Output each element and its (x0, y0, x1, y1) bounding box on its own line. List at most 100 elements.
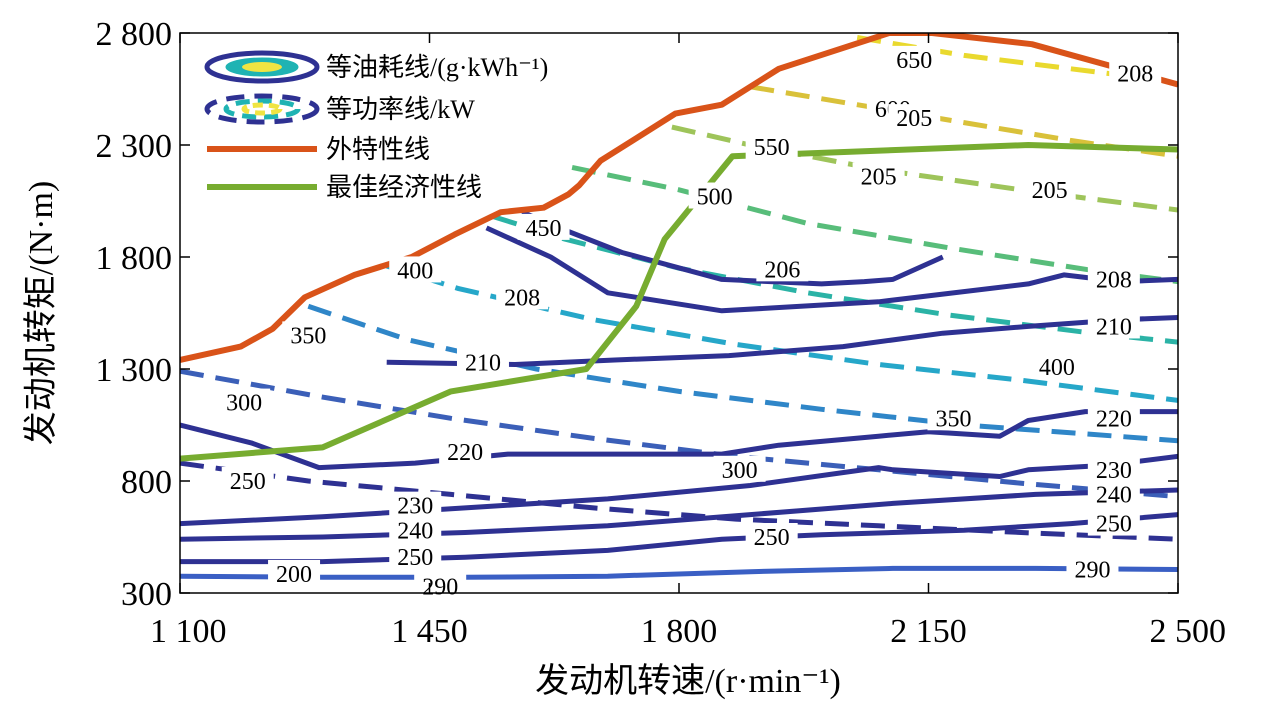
legend-label-economy: 最佳经济性线 (326, 173, 482, 202)
contour-label-bg (927, 404, 980, 431)
contour-label-bg (1087, 480, 1140, 507)
fuel-contour-label-230: 230 (397, 494, 433, 520)
contour-label-bg (756, 255, 809, 282)
power-contour-label-250: 250 (754, 525, 790, 551)
y-tick-label: 2 300 (96, 128, 173, 165)
contour-label-bg (713, 455, 766, 482)
fuel-contour-label-240: 240 (1096, 482, 1132, 508)
contour-label-bg (688, 182, 741, 209)
fuel-contour-label-210: 210 (1096, 314, 1132, 340)
power-contour-400 (385, 263, 1178, 403)
power-contour-label-650: 650 (896, 48, 932, 74)
contour-label-bg (389, 516, 442, 543)
contour-label-bg (745, 133, 798, 160)
y-axis-label: 发动机转矩/(N·m) (22, 181, 60, 445)
fuel-contour-label-240: 240 (397, 518, 433, 544)
power-contour-label-400: 400 (1039, 355, 1075, 381)
fuel-contour-label-250: 250 (1096, 512, 1132, 538)
axis-ticks: 1 100 1 450 1 800 2 150 2 500 300 800 1 300 1 80… (96, 16, 1227, 650)
fuel-contour-label-230: 230 (1096, 458, 1132, 484)
y-tick-label: 1 800 (96, 240, 173, 277)
contour-label-bg (389, 543, 442, 570)
contour-label-bg (414, 572, 467, 599)
fuel-contour-label-290: 290 (1074, 557, 1110, 583)
contour-label-bg (888, 104, 941, 131)
fuel-contour-240 (180, 487, 1178, 542)
contour-label-bg (1087, 265, 1140, 292)
contour-label-bg (221, 467, 274, 493)
y-tick-label: 1 300 (96, 352, 173, 389)
fuel-contour-250 (180, 512, 1178, 565)
contour-label-bg (218, 388, 271, 415)
y-tick-label: 2 800 (96, 16, 173, 53)
fuel-contour-label-210: 210 (465, 350, 501, 376)
power-contour-label-550: 550 (754, 135, 790, 161)
fuel-contour-label-208: 208 (1096, 267, 1132, 293)
contour-label-bg (389, 256, 442, 283)
x-tick-label: 1 450 (391, 613, 468, 650)
legend-item-power-contour: 等功率线/kW (204, 93, 475, 125)
x-axis-label: 发动机转速/(r·min⁻¹) (535, 662, 841, 700)
power-contour-label-500: 500 (697, 185, 733, 211)
x-tick-label: 2 500 (1150, 613, 1227, 650)
contour-label-bg (268, 559, 321, 586)
contour-label-bg (1109, 59, 1162, 86)
contour-label-bg (888, 45, 941, 72)
contour-label-bg (1087, 404, 1140, 431)
legend-item-external-characteristic: 外特性线 (207, 135, 430, 164)
power-contour-label-250: 250 (230, 469, 266, 495)
contour-label-bg (389, 491, 442, 518)
fuel-contour-label-220: 220 (1096, 406, 1132, 432)
fuel-contours (180, 209, 1178, 580)
power-contour-300 (180, 368, 1178, 500)
contour-label-bg (496, 283, 549, 310)
contour-label-bg (1087, 455, 1140, 482)
fuel-contour-230 (180, 453, 1178, 527)
fuel-contour-206 (521, 209, 944, 287)
fuel-contour-label-205: 205 (861, 164, 897, 190)
power-contour-label-300: 300 (226, 391, 262, 417)
contour-label-bg (1030, 352, 1083, 379)
x-tick-label: 1 100 (150, 613, 227, 650)
contour-label-bg (1023, 175, 1076, 202)
fuel-contour-label-205: 205 (1032, 178, 1068, 204)
best-economy-line (180, 142, 1178, 462)
legend-item-fuel-contour: 等油耗线/(g·kWh⁻¹) (204, 50, 548, 84)
y-tick-label: 800 (121, 464, 172, 501)
legend-label-fuel: 等油耗线/(g·kWh⁻¹) (326, 53, 548, 82)
fuel-contour-label-208: 208 (504, 285, 540, 311)
x-tick-label: 2 150 (890, 613, 967, 650)
contour-label-bg (1087, 312, 1140, 339)
power-contour-label-450: 450 (526, 216, 562, 242)
power-contour-label-300: 300 (722, 458, 758, 484)
power-contour-label-350: 350 (290, 323, 326, 349)
y-tick-label: 300 (121, 576, 172, 613)
fuel-contour-220 (180, 409, 1178, 471)
fuel-contour-label-205: 205 (896, 106, 932, 132)
fuel-contour-label-250: 250 (397, 545, 433, 571)
contour-label-bg (745, 523, 798, 549)
contour-label-bg (282, 321, 335, 348)
fuel-contour-290 (180, 565, 1178, 580)
fuel-contour-label-208: 208 (1117, 61, 1153, 87)
contour-label-bg (456, 348, 509, 375)
contour-label-bg (439, 437, 492, 464)
fuel-contour-label-200: 200 (276, 562, 312, 588)
power-contour-250 (180, 460, 1178, 542)
legend-label-external: 外特性线 (326, 135, 430, 164)
external-characteristic-line (180, 33, 1178, 363)
contour-labels: 6505506005004504003503002503002503504002… (218, 45, 1162, 600)
legend: 等油耗线/(g·kWh⁻¹) 等功率线/kW 外特性线 最佳经济性线 (204, 50, 548, 202)
contour-label-bg (1087, 509, 1140, 536)
contour-label-bg (1066, 555, 1119, 582)
power-contour-label-350: 350 (935, 406, 971, 432)
fuel-contour-label-290: 290 (422, 574, 458, 600)
contour-label-bg (852, 162, 905, 189)
legend-item-best-economy: 最佳经济性线 (207, 173, 482, 202)
chart-series (180, 33, 1178, 462)
fuel-contour-label-206: 206 (764, 257, 800, 283)
contour-label-bg (517, 213, 570, 240)
fuel-contour-label-220: 220 (447, 440, 483, 466)
x-tick-label: 1 800 (641, 613, 718, 650)
